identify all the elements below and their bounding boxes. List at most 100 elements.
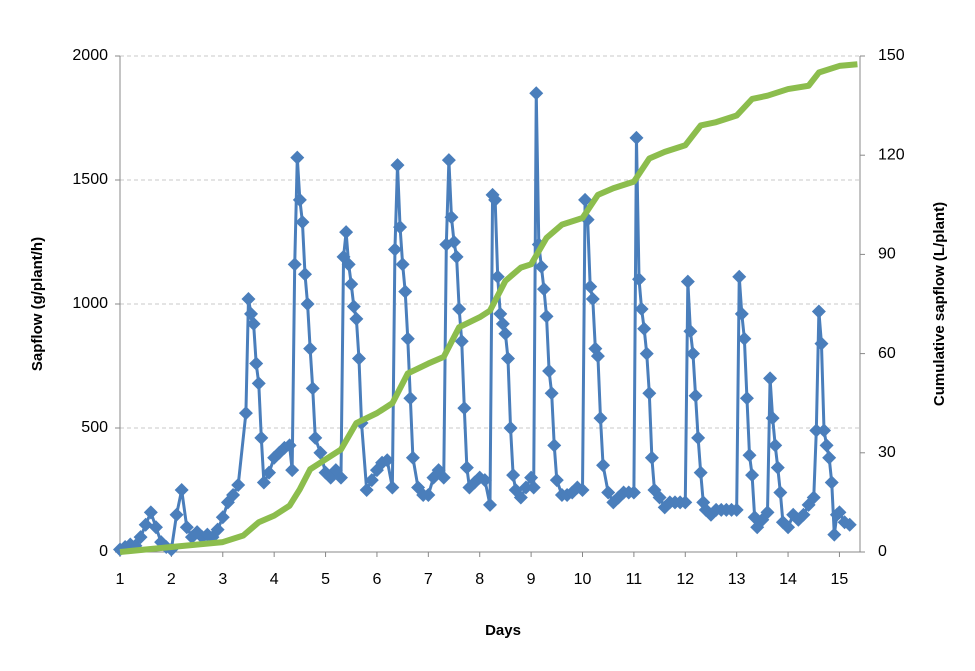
marker: [256, 475, 271, 490]
marker: [246, 316, 261, 331]
marker: [596, 458, 611, 473]
marker: [842, 517, 857, 532]
marker: [768, 438, 783, 453]
y2-tick-label: 150: [878, 47, 905, 64]
marker: [734, 306, 749, 321]
marker: [729, 502, 744, 517]
marker: [585, 292, 600, 307]
marker: [498, 326, 513, 341]
marker: [405, 450, 420, 465]
marker: [518, 480, 533, 495]
marker: [601, 485, 616, 500]
marker: [642, 386, 657, 401]
x-tick-label: 5: [321, 571, 330, 588]
marker: [678, 495, 693, 510]
marker: [693, 465, 708, 480]
marker: [454, 334, 469, 349]
marker: [626, 485, 641, 500]
x-tick-label: 10: [574, 571, 592, 588]
y-tick-label: 500: [81, 419, 108, 436]
marker: [832, 505, 847, 520]
marker: [477, 473, 492, 488]
marker: [534, 259, 549, 274]
marker: [822, 450, 837, 465]
y-tick-label: 0: [99, 543, 108, 560]
marker: [287, 257, 302, 272]
marker: [644, 450, 659, 465]
marker: [781, 520, 796, 535]
x-tick-label: 8: [475, 571, 484, 588]
marker: [536, 282, 551, 297]
x-tick-label: 9: [527, 571, 536, 588]
marker: [732, 269, 747, 284]
marker: [308, 430, 323, 445]
marker: [215, 510, 230, 525]
marker: [796, 507, 811, 522]
marker: [773, 485, 788, 500]
marker: [632, 272, 647, 287]
marker: [513, 490, 528, 505]
marker: [300, 297, 315, 311]
marker: [495, 316, 510, 331]
y-axis-label: Sapflow (g/plant/h): [29, 237, 46, 371]
y2-tick-label: 120: [878, 146, 905, 163]
marker: [333, 470, 348, 485]
marker: [524, 470, 539, 485]
marker: [244, 306, 259, 321]
marker: [403, 391, 418, 406]
marker: [806, 490, 821, 505]
marker: [765, 411, 780, 426]
y-tick-label: 1500: [72, 171, 108, 188]
marker: [238, 406, 253, 421]
marker: [683, 324, 698, 339]
marker: [542, 363, 557, 378]
marker: [393, 220, 408, 235]
marker: [737, 331, 752, 346]
marker: [341, 257, 356, 272]
marker: [385, 480, 400, 495]
marker: [629, 130, 644, 145]
marker: [583, 279, 598, 294]
marker: [290, 150, 305, 165]
marker: [459, 460, 474, 475]
x-tick-label: 7: [424, 571, 433, 588]
marker: [452, 301, 467, 316]
marker: [444, 210, 459, 225]
marker: [169, 507, 184, 522]
marker: [292, 192, 307, 207]
marker: [824, 475, 839, 490]
marker: [814, 336, 829, 351]
marker: [652, 490, 667, 505]
marker: [500, 351, 515, 366]
marker: [593, 411, 608, 426]
marker: [390, 158, 405, 173]
marker: [344, 277, 359, 292]
marker: [745, 468, 760, 483]
marker: [544, 386, 559, 401]
x-tick-label: 2: [167, 571, 176, 588]
marker: [575, 483, 590, 497]
marker: [685, 346, 700, 361]
marker: [688, 388, 703, 403]
series-line: [119, 61, 858, 555]
marker: [143, 505, 158, 520]
marker: [285, 463, 300, 478]
marker: [282, 438, 297, 453]
marker: [760, 505, 775, 520]
marker: [421, 487, 436, 502]
x-tick-label: 14: [779, 571, 797, 588]
marker: [763, 371, 778, 386]
marker: [303, 341, 318, 356]
marker: [447, 235, 462, 249]
marker: [351, 351, 366, 366]
marker: [174, 483, 189, 497]
marker: [305, 381, 320, 396]
marker: [298, 267, 312, 282]
y-tick-label: 2000: [72, 47, 108, 64]
marker: [634, 301, 649, 316]
x-tick-label: 13: [728, 571, 746, 588]
marker: [400, 331, 415, 346]
marker: [742, 448, 757, 463]
marker: [488, 192, 503, 207]
